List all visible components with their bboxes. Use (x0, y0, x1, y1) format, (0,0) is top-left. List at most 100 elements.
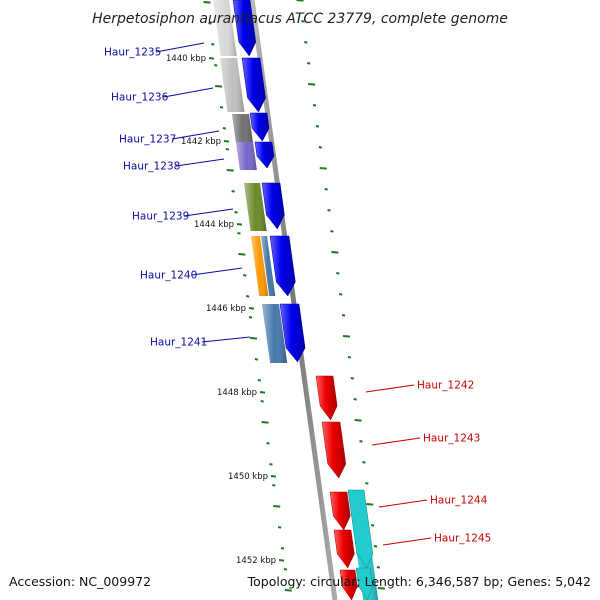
tick-mark (318, 146, 323, 149)
tick-mark (324, 188, 328, 191)
gene-arrow-haur_1245[interactable] (339, 569, 358, 600)
tick-mark (208, 22, 212, 25)
tick-mark (359, 440, 363, 443)
leader-line (378, 499, 428, 508)
gene-track (232, 0, 358, 600)
leader-line (365, 384, 415, 393)
cog-box-shade (220, 58, 245, 112)
leader-line (155, 42, 205, 53)
map-title: Herpetosiphon aurantiacus ATCC 23779, co… (92, 11, 508, 27)
gene-label-haur_1242[interactable]: Haur_1242 (417, 380, 474, 392)
tick-mark (211, 43, 215, 46)
gene-arrow-haur_1241[interactable] (279, 303, 306, 363)
tick-mark (214, 64, 218, 67)
kbp-label: 1452 kbp (236, 556, 276, 566)
tick-mark (272, 484, 276, 487)
kbp-tick (236, 223, 243, 226)
tick-mark (353, 398, 357, 401)
tick-mark (203, 1, 211, 4)
tick-mark (341, 314, 346, 317)
tick-mark (347, 356, 352, 359)
tick-mark (354, 419, 362, 422)
kbp-tick (270, 475, 277, 478)
tick-mark (327, 209, 331, 212)
gene-arrow-haur_1237[interactable] (249, 112, 270, 142)
tick-mark (376, 566, 381, 569)
tick-mark (301, 20, 305, 23)
gene-label-haur_1238[interactable]: Haur_1238 (123, 161, 180, 173)
gene-label-haur_1239[interactable]: Haur_1239 (132, 211, 189, 223)
tick-mark (234, 211, 238, 214)
tick-mark (231, 190, 235, 193)
tick-mark (283, 568, 288, 571)
tick-mark (257, 379, 261, 382)
gene-label-haur_1243[interactable]: Haur_1243 (423, 433, 480, 445)
gene-arrow-haur_1242[interactable] (315, 375, 338, 421)
kbp-label: 1448 kbp (217, 388, 257, 398)
kbp-label: 1440 kbp (166, 54, 206, 64)
tick-mark (254, 358, 259, 361)
kbp-label: 1446 kbp (206, 304, 246, 314)
gene-label-haur_1236[interactable]: Haur_1236 (111, 92, 169, 104)
gene-arrow-haur_1239[interactable] (261, 182, 285, 230)
tick-mark (365, 482, 369, 485)
tick-mark (307, 62, 311, 65)
tick-mark (215, 85, 223, 88)
tick-mark (336, 272, 340, 275)
tick-mark (373, 545, 378, 548)
cog-arrow (355, 567, 373, 600)
genome-backbone (249, 0, 338, 600)
gene-arrow-haur_1238[interactable] (254, 141, 275, 169)
cog-box-shade (232, 114, 253, 142)
gene-label-haur_1235[interactable]: Haur_1235 (104, 47, 161, 59)
gene-arrow-haur_1243[interactable] (321, 421, 347, 479)
gene-label-haur_1240[interactable]: Haur_1240 (140, 270, 197, 282)
kbp-tick (259, 391, 266, 394)
tick-mark (260, 400, 264, 403)
gene-arrow-haur_1240[interactable] (269, 235, 296, 297)
gene-label-haur_1244[interactable]: Haur_1244 (430, 495, 488, 507)
gene-label-haur_1237[interactable]: Haur_1237 (119, 134, 176, 146)
tick-mark (245, 295, 250, 298)
gene-labels: Haur_1235 Haur_1236 Haur_1237 Haur_1238 Haur… (104, 42, 491, 546)
kbp-tick (248, 307, 255, 310)
topology-text: Topology: circular; Length: 6,346,587 bp… (247, 574, 591, 589)
tick-mark (370, 524, 375, 527)
gene-label-haur_1245[interactable]: Haur_1245 (434, 533, 491, 545)
tick-mark (225, 148, 230, 151)
leader-line (163, 87, 214, 98)
tick-mark (248, 316, 253, 319)
tick-mark (280, 547, 285, 550)
tick-mark (296, 0, 304, 2)
cog-box-shade (244, 183, 267, 231)
tick-mark (342, 335, 351, 338)
tick-mark (249, 337, 258, 340)
tick-mark (226, 169, 234, 172)
gene-arrow-haur_1245[interactable] (333, 529, 355, 569)
tick-mark (330, 230, 334, 233)
tick-mark (238, 253, 246, 256)
gene-arrow-haur_1235[interactable] (232, 0, 257, 57)
gene-arrow-haur_1236[interactable] (241, 57, 266, 113)
tick-mark (269, 463, 273, 466)
gene-arrow-haur_1244[interactable] (329, 491, 351, 531)
gene-label-haur_1241[interactable]: Haur_1241 (150, 337, 207, 349)
leader-line (371, 437, 421, 446)
tick-mark (237, 232, 241, 235)
leader-line (175, 158, 225, 167)
leader-line (183, 208, 234, 217)
cog-box-shade (236, 142, 257, 170)
tick-mark (277, 526, 282, 529)
accession-text: Accession: NC_009972 (9, 574, 151, 589)
cog-box-shade (261, 236, 276, 296)
cog-arrow (347, 489, 374, 569)
leader-line (191, 267, 243, 276)
ruler: 1440 kbp 1442 kbp 1444 kbp 1446 kbp 1448 kbp… (166, 0, 385, 592)
tick-mark (312, 104, 317, 107)
tick-mark (243, 274, 247, 277)
kbp-label: 1450 kbp (228, 472, 268, 482)
cog-box-shade (262, 304, 288, 363)
kbp-tick (278, 559, 285, 562)
tick-mark (222, 127, 227, 130)
